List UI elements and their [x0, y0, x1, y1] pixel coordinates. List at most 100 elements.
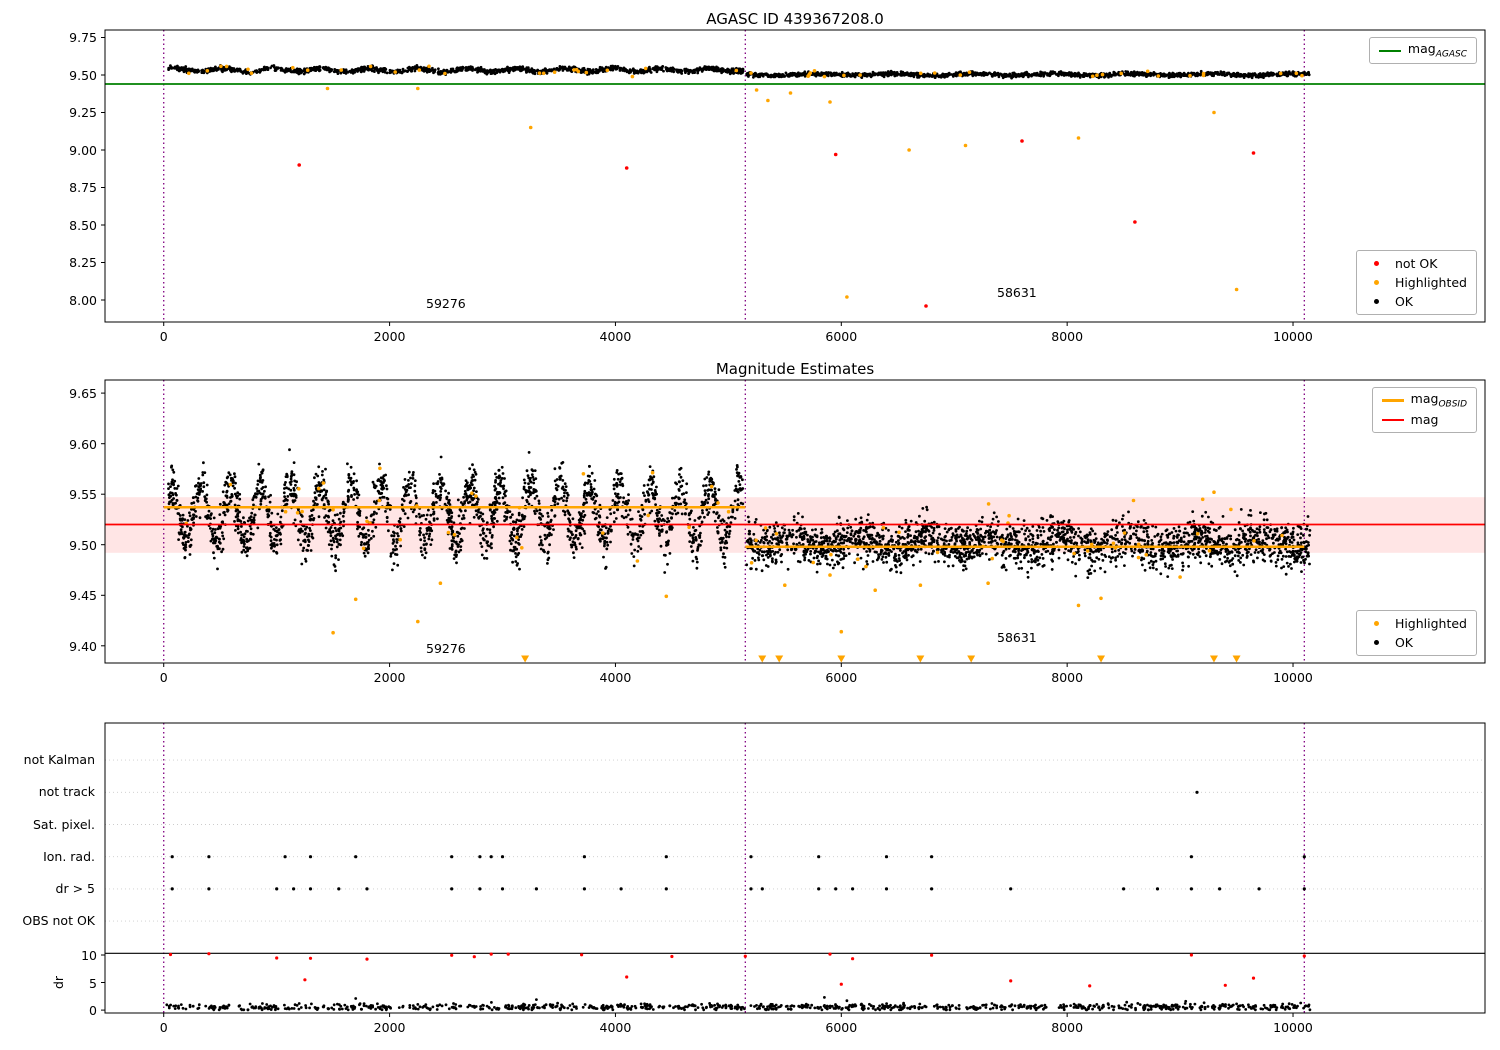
- dr-axis-label: dr: [51, 975, 67, 989]
- y-tick-label: 8.75: [69, 180, 97, 196]
- dr-tick-label: 0: [89, 1003, 97, 1019]
- middle-panel-title: Magnitude Estimates: [715, 360, 875, 378]
- clipped-low-marker: [916, 655, 925, 663]
- clipped-low-marker: [775, 655, 784, 663]
- highlighted-inband-series: [184, 466, 731, 563]
- flag-row-label: Sat. pixel.: [33, 816, 95, 832]
- y-tick-label: 9.25: [69, 105, 97, 121]
- obsid-annotation: 59276: [426, 296, 466, 311]
- y-tick-label: 9.55: [69, 487, 97, 503]
- x-tick-label: 10000: [1273, 1020, 1313, 1035]
- flag-row-label: dr > 5: [55, 880, 95, 896]
- y-tick-label: 9.75: [69, 30, 97, 46]
- top-panel-title: AGASC ID 439367208.0: [706, 10, 884, 28]
- x-tick-label: 2000: [373, 670, 406, 685]
- legend-dot-marker: [1373, 621, 1379, 626]
- legend-entry: mag: [1381, 411, 1467, 428]
- x-tick-label: 0: [159, 1020, 168, 1035]
- x-tick-label: 2000: [373, 329, 406, 344]
- legend-bottom-right: Highlighted OK: [1355, 610, 1477, 656]
- y-tick-label: 9.45: [69, 588, 97, 604]
- flag-row-label: not Kalman: [23, 752, 95, 768]
- legend-label: Highlighted: [1394, 275, 1467, 290]
- flag-points-not-track: [1195, 790, 1199, 794]
- legend-entry: Highlighted: [1366, 615, 1467, 632]
- clipped-low-marker: [1209, 655, 1218, 663]
- legend-dot-marker: [1373, 280, 1379, 285]
- highlighted-inband-series: [187, 64, 739, 79]
- legend-label: OK: [1394, 294, 1413, 309]
- legend-dot-marker: [1373, 299, 1379, 304]
- x-tick-label: 4000: [599, 670, 632, 685]
- panel-border: [104, 379, 1486, 664]
- y-tick-label: 9.60: [69, 436, 97, 452]
- clipped-low-marker: [1232, 655, 1241, 663]
- legend-top-right: magOBSID mag: [1371, 387, 1477, 433]
- agasc-magnitude-panel: [101, 29, 1486, 326]
- y-tick-label: 9.65: [69, 386, 97, 402]
- legend-top-right: magAGASC: [1368, 37, 1477, 64]
- panel-border: [104, 29, 1486, 323]
- x-tick-label: 8000: [1051, 1020, 1084, 1035]
- legend-label: mag: [1410, 412, 1439, 427]
- x-tick-label: 4000: [599, 329, 632, 344]
- not-ok-outlier-series: [297, 139, 1256, 308]
- dr-mid-series: [303, 975, 1256, 988]
- legend-label: magAGASC: [1407, 41, 1467, 60]
- highlighted-outlier-series: [331, 490, 1233, 635]
- legend-entry: OK: [1366, 634, 1467, 651]
- legend-label: OK: [1394, 635, 1413, 650]
- y-tick-label: 9.50: [69, 67, 97, 83]
- y-tick-label: 9.50: [69, 537, 97, 553]
- legend-line-marker: [1381, 418, 1404, 421]
- clipped-low-marker: [1097, 655, 1106, 663]
- obsid-annotation: 58631: [997, 285, 1037, 300]
- flag-points-ion-rad-: [170, 855, 1306, 859]
- highlighted-inband-series: [749, 498, 1284, 569]
- ok-points-series: [745, 69, 1311, 80]
- legend-bottom-right: not OK Highlighted OK: [1355, 250, 1477, 315]
- legend-entry: magOBSID: [1381, 391, 1467, 410]
- y-tick-label: 9.00: [69, 142, 97, 158]
- legend-line-marker: [1381, 399, 1404, 402]
- legend-entry: not OK: [1366, 255, 1467, 272]
- y-tick-label: 9.40: [69, 638, 97, 654]
- clipped-low-marker: [967, 655, 976, 663]
- flag-row-label: OBS not OK: [22, 913, 95, 929]
- highlighted-outlier-series: [325, 86, 1239, 299]
- flag-points-dr-5: [170, 887, 1306, 891]
- ok-points-series: [745, 505, 1312, 579]
- legend-label: Highlighted: [1394, 616, 1467, 631]
- x-tick-label: 0: [159, 329, 168, 344]
- x-tick-label: 0: [159, 670, 168, 685]
- x-tick-label: 8000: [1051, 329, 1084, 344]
- legend-label: not OK: [1394, 256, 1438, 271]
- y-tick-label: 8.00: [69, 292, 97, 308]
- legend-dot-marker: [1373, 261, 1379, 266]
- x-tick-label: 10000: [1273, 329, 1313, 344]
- x-tick-label: 6000: [825, 1020, 858, 1035]
- x-tick-label: 10000: [1273, 670, 1313, 685]
- obsid-annotation: 58631: [997, 630, 1037, 645]
- flag-row-label: Ion. rad.: [43, 848, 95, 864]
- x-tick-label: 6000: [825, 670, 858, 685]
- legend-entry: magAGASC: [1378, 41, 1467, 60]
- x-tick-label: 6000: [825, 329, 858, 344]
- legend-line-marker: [1378, 49, 1401, 52]
- panel-border: [104, 722, 1486, 1014]
- obsid-annotation: 59276: [426, 641, 466, 656]
- clipped-low-marker: [521, 655, 530, 663]
- x-tick-label: 2000: [373, 1020, 406, 1035]
- x-tick-label: 8000: [1051, 670, 1084, 685]
- dr-tick-label: 5: [89, 975, 97, 991]
- quality-flags-panel: [101, 722, 1486, 1017]
- y-tick-label: 8.25: [69, 255, 97, 271]
- magnitude-estimates-panel: [101, 379, 1486, 667]
- dr-ok-series: [165, 996, 1312, 1012]
- legend-dot-marker: [1373, 640, 1379, 645]
- legend-entry: Highlighted: [1366, 274, 1467, 291]
- ok-points-series: [167, 64, 745, 76]
- dr-tick-label: 10: [81, 948, 97, 963]
